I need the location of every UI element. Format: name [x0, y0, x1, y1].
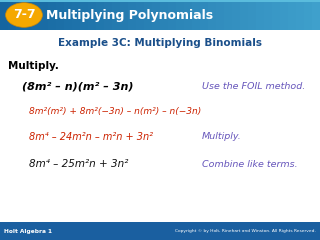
Bar — [200, 0, 208, 30]
Bar — [80, 0, 88, 30]
Bar — [48, 0, 56, 30]
Bar — [176, 0, 184, 30]
Bar — [304, 0, 312, 30]
Text: 8m⁴ – 24m²n – m²n + 3n²: 8m⁴ – 24m²n – m²n + 3n² — [29, 132, 153, 142]
Text: Use the FOIL method.: Use the FOIL method. — [202, 82, 305, 91]
Text: Multiply.: Multiply. — [202, 132, 241, 141]
Bar — [104, 0, 112, 30]
Bar — [0, 0, 320, 2]
Bar — [72, 0, 80, 30]
Bar — [24, 0, 32, 30]
Bar — [88, 0, 96, 30]
Bar — [168, 0, 176, 30]
Bar — [40, 0, 48, 30]
Bar — [288, 0, 296, 30]
Bar — [272, 0, 280, 30]
Bar — [208, 0, 216, 30]
Bar — [32, 0, 40, 30]
Bar — [152, 0, 160, 30]
Bar — [296, 0, 304, 30]
Text: Copyright © by Holt, Rinehart and Winston. All Rights Reserved.: Copyright © by Holt, Rinehart and Winsto… — [175, 229, 316, 233]
Bar — [160, 0, 168, 30]
Bar — [184, 0, 192, 30]
Text: Combine like terms.: Combine like terms. — [202, 160, 297, 169]
Bar — [312, 0, 320, 30]
Bar — [0, 222, 320, 240]
Ellipse shape — [5, 3, 43, 27]
Text: Holt Algebra 1: Holt Algebra 1 — [4, 228, 52, 234]
Bar — [16, 0, 24, 30]
Text: Example 3C: Multiplying Binomials: Example 3C: Multiplying Binomials — [58, 38, 262, 48]
Bar — [136, 0, 144, 30]
Bar — [264, 0, 272, 30]
Text: 8m⁴ – 25m²n + 3n²: 8m⁴ – 25m²n + 3n² — [29, 159, 128, 169]
Text: 7-7: 7-7 — [13, 8, 35, 22]
Bar — [216, 0, 224, 30]
Text: Multiplying Polynomials: Multiplying Polynomials — [46, 8, 213, 22]
Bar — [0, 0, 8, 30]
Bar — [56, 0, 64, 30]
Bar — [192, 0, 200, 30]
Bar — [256, 0, 264, 30]
Bar — [120, 0, 128, 30]
Bar — [64, 0, 72, 30]
Bar — [280, 0, 288, 30]
Bar — [128, 0, 136, 30]
Text: (8m² – n)(m² – 3n): (8m² – n)(m² – 3n) — [22, 81, 134, 91]
Bar — [112, 0, 120, 30]
Bar — [232, 0, 240, 30]
Bar — [224, 0, 232, 30]
Bar — [8, 0, 16, 30]
Bar — [96, 0, 104, 30]
Bar — [248, 0, 256, 30]
Bar — [144, 0, 152, 30]
Bar — [240, 0, 248, 30]
Text: 8m²(m²) + 8m²(−3n) – n(m²) – n(−3n): 8m²(m²) + 8m²(−3n) – n(m²) – n(−3n) — [29, 107, 201, 116]
Text: Multiply.: Multiply. — [8, 61, 59, 71]
